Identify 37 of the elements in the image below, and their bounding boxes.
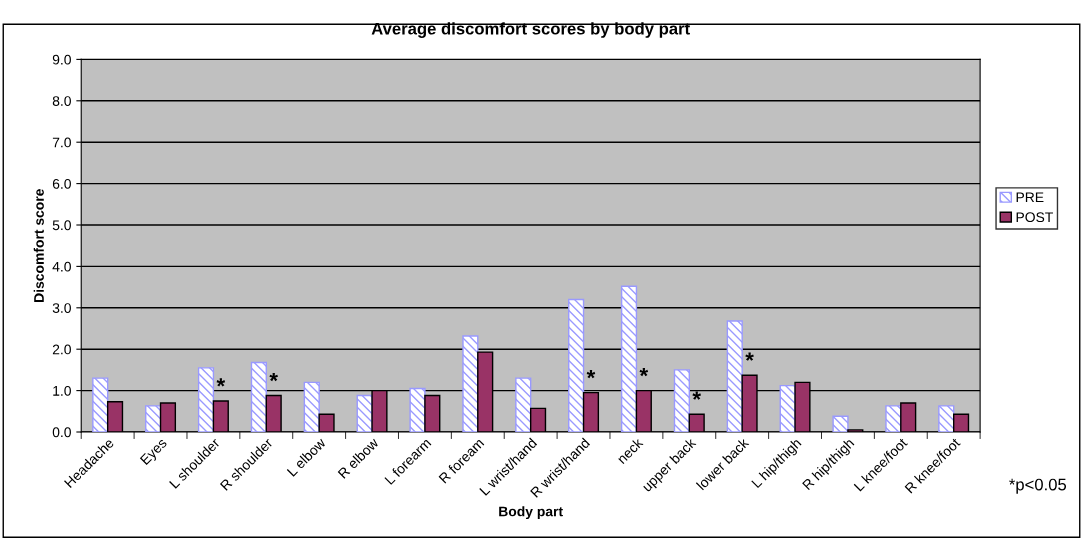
- y-tick-label: 9.0: [52, 54, 71, 65]
- chart-title: Average discomfort scores by body part: [371, 22, 690, 38]
- legend-label: PRE: [1016, 192, 1044, 203]
- bar: [673, 369, 690, 432]
- y-tick-label: 1.0: [53, 385, 71, 396]
- annotation: *: [745, 352, 754, 361]
- bar: [515, 377, 532, 432]
- annotation: *: [216, 378, 226, 387]
- bar: [832, 415, 849, 432]
- annotation: *: [269, 372, 278, 382]
- bar: [568, 298, 585, 432]
- bar: [462, 335, 479, 432]
- bar: [250, 361, 267, 432]
- bar: [197, 367, 215, 432]
- y-tick-label: 4.0: [52, 261, 71, 272]
- bar: [885, 405, 902, 432]
- bar: [726, 320, 743, 432]
- y-tick-label: 2.0: [52, 344, 71, 355]
- bar: [92, 377, 109, 432]
- bar: [145, 405, 162, 432]
- annotation: *: [692, 391, 701, 400]
- bar: [303, 381, 320, 432]
- annotation: *: [586, 369, 596, 379]
- y-tick-label: 8.0: [52, 96, 71, 106]
- legend-label: POST: [1016, 212, 1053, 223]
- y-tick-label: 7.0: [52, 137, 71, 148]
- x-axis-title: Body part: [499, 506, 563, 520]
- bar: [620, 285, 638, 432]
- bar: [409, 387, 426, 432]
- y-tick-label: 3.0: [52, 303, 71, 313]
- bar: [938, 405, 955, 432]
- y-tick-label: 6.0: [52, 178, 71, 189]
- text: *p<0.05: [1009, 478, 1067, 494]
- y-tick-label: 5.0: [52, 220, 71, 231]
- y-tick-label: 0.0: [52, 427, 71, 438]
- annotation: *: [639, 367, 649, 377]
- y-axis-title: Discomfort score: [33, 189, 44, 302]
